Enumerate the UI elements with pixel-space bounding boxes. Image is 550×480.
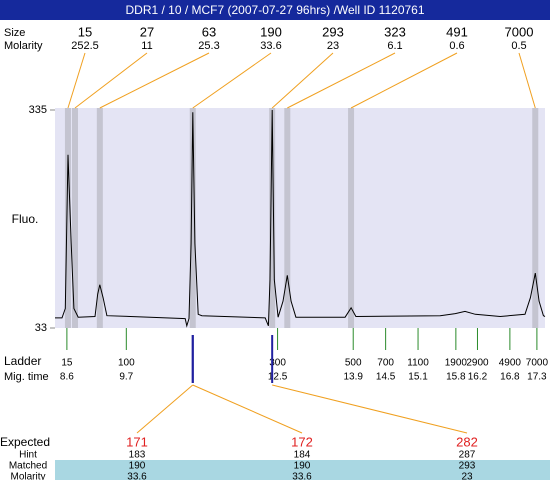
matched-value: 293: [459, 461, 476, 472]
peak-leader: [74, 52, 148, 109]
ladder-size: 100: [118, 358, 135, 369]
chart-title: DDR1 / 10 / MCF7 (2007-07-27 96hrs) /Wel…: [125, 3, 424, 17]
ladder-time: 17.3: [527, 372, 547, 383]
peak-leader: [67, 52, 86, 109]
mig-time-label: Mig. time: [4, 371, 49, 383]
ladder-time: 16.8: [500, 372, 520, 383]
peak-band: [71, 108, 78, 328]
molarity-row-label: Molarity: [10, 472, 45, 480]
size-label: Size: [4, 27, 25, 39]
ladder-size: 15: [61, 358, 73, 369]
y-tick-label: 335: [29, 104, 47, 116]
peak-band: [64, 108, 71, 328]
peak-leader: [271, 52, 334, 109]
peak-molarity: 25.3: [198, 40, 219, 52]
peak-molarity: 252.5: [71, 40, 99, 52]
peak-molarity: 6.1: [387, 40, 402, 52]
ladder-size: 4900: [499, 358, 522, 369]
ladder-size: 1100: [407, 358, 429, 369]
table-highlight: [55, 460, 550, 480]
ladder-label: Ladder: [4, 354, 41, 368]
ladder-time: 15.1: [408, 372, 428, 383]
molarity-value: 33.6: [127, 472, 147, 480]
peak-size: 323: [384, 24, 406, 39]
y-tick-label: 33: [35, 322, 47, 334]
ladder-size: 1900: [445, 358, 468, 369]
hint-value: 183: [129, 450, 146, 461]
peak-band: [348, 108, 355, 328]
y-axis-label: Fluo.: [12, 212, 39, 226]
ladder-size: 2900: [466, 358, 489, 369]
molarity-label: Molarity: [4, 40, 43, 52]
hint-label: Hint: [19, 450, 37, 461]
peak-leader: [192, 52, 272, 109]
ladder-time: 14.5: [376, 372, 396, 383]
peak-band: [189, 108, 196, 328]
peak-molarity: 0.5: [511, 40, 526, 52]
expected-label: Expected: [0, 435, 50, 449]
title-bar: [0, 0, 550, 20]
peak-size: 491: [446, 24, 468, 39]
plot-area: [55, 108, 545, 328]
peak-band: [284, 108, 291, 328]
peak-size: 190: [260, 24, 282, 39]
ladder-time: 16.2: [468, 372, 488, 383]
ladder-size: 300: [269, 358, 286, 369]
expected-value: 282: [456, 434, 478, 449]
peak-band: [269, 108, 276, 328]
peak-size: 63: [202, 24, 216, 39]
peak-leader: [99, 52, 210, 109]
peak-leader: [350, 52, 458, 109]
peak-size: 27: [140, 24, 154, 39]
trace: [55, 109, 546, 328]
peak-molarity: 0.6: [449, 40, 464, 52]
ladder-size: 700: [377, 358, 394, 369]
ladder-time: 8.6: [60, 372, 74, 383]
peak-molarity: 11: [141, 40, 152, 52]
matched-value: 190: [294, 461, 311, 472]
hint-value: 287: [459, 450, 476, 461]
peak-band: [532, 108, 539, 328]
matched-value: 190: [129, 461, 146, 472]
match-leader: [272, 384, 468, 434]
peak-size: 7000: [505, 24, 534, 39]
peak-leader: [518, 52, 536, 109]
ladder-time: 15.8: [446, 372, 466, 383]
ladder-time: 12.5: [268, 372, 288, 383]
ladder-size: 7000: [526, 358, 549, 369]
ladder-time: 13.9: [343, 372, 363, 383]
hint-value: 184: [294, 450, 311, 461]
peak-molarity: 23: [327, 40, 339, 52]
molarity-value: 33.6: [292, 472, 312, 480]
ladder-time: 9.7: [119, 372, 133, 383]
match-leader: [136, 384, 194, 434]
peak-molarity: 33.6: [260, 40, 281, 52]
peak-size: 293: [322, 24, 344, 39]
match-leader: [192, 384, 303, 434]
ladder-size: 500: [345, 358, 362, 369]
peak-band: [96, 108, 103, 328]
peak-size: 15: [78, 24, 92, 39]
molarity-value: 23: [461, 472, 473, 480]
matched-label: Matched: [9, 461, 47, 472]
expected-value: 171: [126, 434, 148, 449]
expected-value: 172: [291, 434, 313, 449]
peak-leader: [287, 52, 396, 109]
